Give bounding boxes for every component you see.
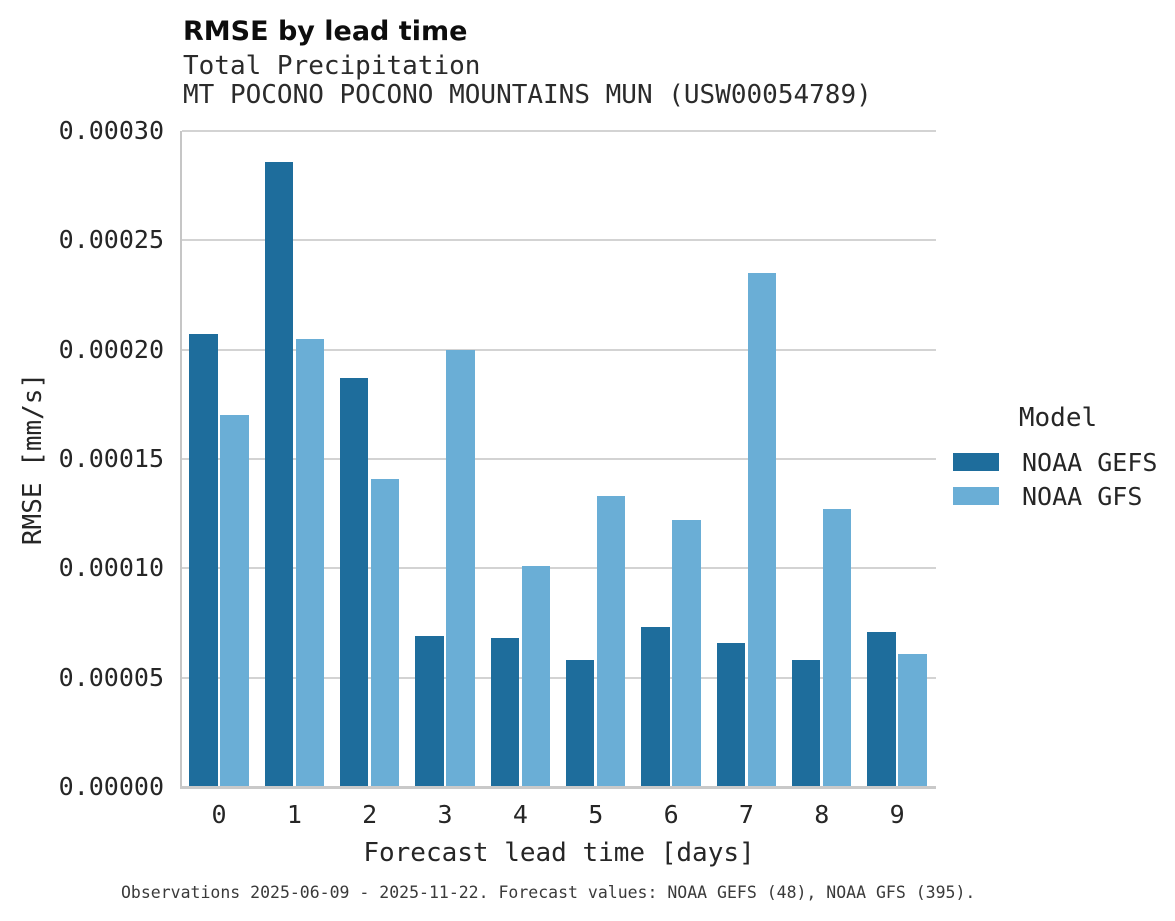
gridline: [182, 676, 936, 679]
bar-noaa-gfs-lead3: [446, 349, 475, 787]
gridline: [182, 239, 936, 242]
bar-noaa-gfs-lead0: [220, 415, 249, 787]
bar-noaa-gfs-lead8: [823, 509, 852, 787]
bar-noaa-gefs-lead0: [189, 334, 218, 787]
gridline: [182, 130, 936, 132]
y-tick-label: 0.00005: [58, 662, 164, 692]
x-tick-label: 5: [588, 800, 604, 829]
bar-noaa-gefs-lead5: [566, 660, 595, 787]
bar-noaa-gfs-lead7: [747, 273, 777, 787]
gridline: [182, 567, 936, 570]
bar-noaa-gfs-lead5: [597, 496, 626, 787]
footer-note: Observations 2025-06-09 - 2025-11-22. Fo…: [121, 883, 976, 902]
y-tick-label: 0.00010: [58, 553, 164, 583]
legend-title: Model: [1018, 403, 1098, 433]
bar-noaa-gefs-lead9: [867, 631, 896, 787]
bar-noaa-gefs-lead2: [340, 378, 369, 787]
bar-noaa-gfs-lead2: [371, 478, 400, 787]
x-axis-spine: [180, 786, 936, 789]
y-tick-label: 0.00000: [58, 772, 164, 801]
bar-noaa-gefs-lead1: [264, 161, 294, 787]
y-axis-spine: [180, 131, 182, 789]
x-tick-label: 2: [362, 800, 378, 829]
x-tick-label: 9: [889, 800, 905, 829]
legend-swatch: [953, 487, 999, 505]
bar-noaa-gfs-lead6: [672, 520, 701, 787]
legend-entry: NOAA GEFS: [953, 445, 1163, 479]
y-tick-label: 0.00025: [58, 225, 164, 255]
legend-swatch: [953, 453, 999, 471]
chart-subtitle: Total Precipitation: [183, 51, 481, 81]
bar-noaa-gefs-lead3: [415, 636, 444, 787]
legend-label: NOAA GFS: [1022, 481, 1143, 511]
bar-noaa-gfs-lead9: [898, 653, 927, 787]
chart-title: RMSE by lead time: [183, 16, 468, 47]
x-tick-label: 8: [814, 800, 830, 829]
x-axis-title: Forecast lead time [days]: [363, 838, 755, 868]
y-tick-label: 0.00020: [58, 334, 164, 364]
x-tick-label: 4: [512, 800, 528, 829]
legend: Model NOAA GEFS NOAA GFS: [953, 403, 1163, 513]
gridline: [182, 348, 936, 351]
legend-label: NOAA GEFS: [1022, 447, 1158, 477]
legend-entry: NOAA GFS: [953, 479, 1163, 513]
bar-noaa-gefs-lead4: [490, 638, 520, 787]
bar-noaa-gefs-lead8: [792, 660, 821, 787]
x-tick-label: 3: [437, 800, 453, 829]
x-tick-label: 0: [211, 800, 227, 829]
gridline: [182, 458, 936, 460]
x-tick-label: 1: [286, 800, 302, 829]
bar-noaa-gefs-lead7: [716, 642, 746, 787]
y-axis-title: RMSE [mm/s]: [18, 372, 48, 546]
x-tick-label: 6: [663, 800, 679, 829]
y-tick-label: 0.00015: [58, 444, 164, 473]
y-tick-label: 0.00030: [58, 116, 164, 145]
bar-noaa-gefs-lead6: [641, 627, 670, 787]
bar-noaa-gfs-lead1: [295, 338, 325, 787]
plot-area: [182, 130, 936, 787]
chart-station-line: MT POCONO POCONO MOUNTAINS MUN (USW00054…: [183, 80, 872, 110]
bar-noaa-gfs-lead4: [521, 566, 551, 787]
x-tick-label: 7: [738, 800, 754, 829]
